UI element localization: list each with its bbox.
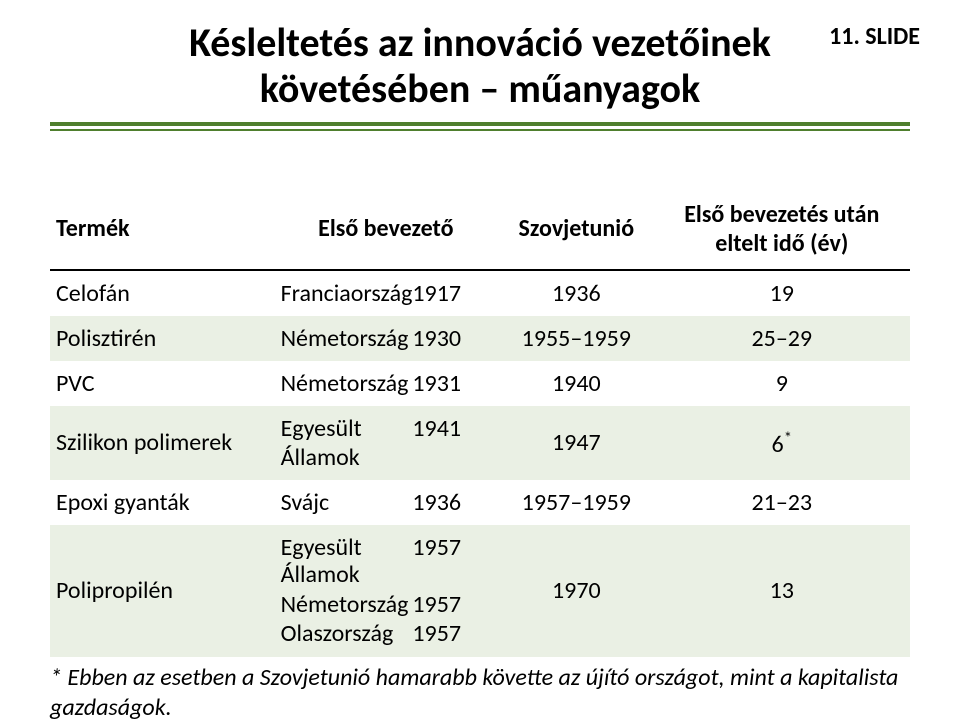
cell-elapsed: 13 (654, 525, 910, 657)
title-line-2: követésében – műanyagok (260, 64, 700, 113)
intro-country: Németország (281, 324, 409, 353)
intro-year: 1931 (412, 369, 461, 398)
header-row: Termék Első bevezető Szovjetunió Első be… (50, 191, 910, 270)
cell-intro-multi: Egyesült Államok1957Németország1957Olasz… (273, 525, 499, 657)
cell-product: Polisztirén (50, 316, 273, 361)
data-table: Termék Első bevezető Szovjetunió Első be… (50, 191, 910, 657)
header-first-intro: Első bevezető (273, 191, 499, 270)
intro-year: 1930 (412, 324, 461, 353)
cell-intro: Egyesült Államok1941 (273, 406, 499, 480)
intro-year: 1936 (412, 488, 461, 517)
cell-ussr: 1940 (499, 361, 654, 406)
header-elapsed: Első bevezetés után eltelt idő (év) (654, 191, 910, 270)
table-row: Szilikon polimerekEgyesült Államok194119… (50, 406, 910, 480)
table-header: Termék Első bevezető Szovjetunió Első be… (50, 191, 910, 270)
cell-elapsed: 6* (654, 406, 910, 480)
intro-year: 1957 (412, 534, 461, 589)
intro-country: Németország (281, 369, 409, 398)
cell-elapsed: 25–29 (654, 316, 910, 361)
header-elapsed-l1: Első bevezetés után (684, 200, 879, 229)
cell-product: Celofán (50, 270, 273, 316)
table-body: CelofánFranciaország1917193619Polisztiré… (50, 270, 910, 657)
intro-year: 1917 (412, 279, 461, 308)
cell-ussr: 1955–1959 (499, 316, 654, 361)
slide: 11. SLIDE Késleltetés az innováció vezet… (0, 0, 960, 598)
table-row: PVCNémetország193119409 (50, 361, 910, 406)
table-row: Epoxi gyanták Svájc 1936 1957–195921–23 (50, 480, 910, 525)
cell-product: Polipropilén (50, 525, 273, 657)
cell-ussr: 1947 (499, 406, 654, 480)
intro-year: 1941 (412, 414, 461, 472)
cell-product: Szilikon polimerek (50, 406, 273, 480)
cell-ussr: 1957–1959 (499, 480, 654, 525)
header-product: Termék (50, 191, 273, 270)
footnote: * Ebben az esetben a Szovjetunió hamarab… (50, 663, 910, 723)
intro-country: Olaszország (281, 620, 394, 648)
intro-year: 1957 (412, 591, 461, 619)
intro-country: Németország (281, 591, 409, 619)
intro-country: Egyesült Államok (281, 414, 413, 472)
slide-number: 11. SLIDE (829, 22, 920, 51)
intro-country: Egyesült Államok (281, 534, 413, 589)
cell-elapsed: 9 (654, 361, 910, 406)
cell-product: PVC (50, 361, 273, 406)
intro-country: Svájc (281, 488, 330, 517)
slide-title: Késleltetés az innováció vezetőinek köve… (50, 20, 910, 112)
footnote-marker: * (784, 427, 792, 448)
cell-intro: Németország1931 (273, 361, 499, 406)
title-line-1: Késleltetés az innováció vezetőinek (189, 18, 771, 67)
cell-intro: Svájc 1936 (273, 480, 499, 525)
table-row-polipropilen: PolipropilénEgyesült Államok1957Németors… (50, 525, 910, 657)
cell-product: Epoxi gyanták (50, 480, 273, 525)
table-row: PolisztirénNémetország19301955–195925–29 (50, 316, 910, 361)
intro-country: Franciaország (281, 279, 413, 308)
title-rule-thin (50, 129, 910, 131)
cell-intro: Németország1930 (273, 316, 499, 361)
header-elapsed-l2: eltelt idő (év) (715, 229, 848, 258)
intro-year: 1957 (412, 620, 461, 648)
table-row: CelofánFranciaország1917193619 (50, 270, 910, 316)
cell-intro: Franciaország1917 (273, 270, 499, 316)
cell-ussr: 1970 (499, 525, 654, 657)
cell-ussr: 1936 (499, 270, 654, 316)
title-rule-thick (50, 122, 910, 126)
header-ussr: Szovjetunió (499, 191, 654, 270)
cell-elapsed: 21–23 (654, 480, 910, 525)
cell-elapsed: 19 (654, 270, 910, 316)
